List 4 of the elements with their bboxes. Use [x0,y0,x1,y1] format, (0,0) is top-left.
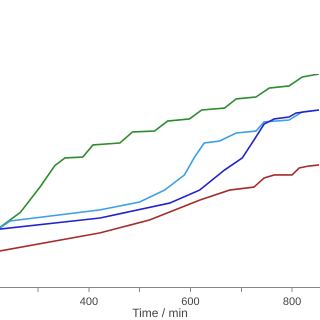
x-tick-label: 600 [181,296,200,308]
x-tick-label: 800 [282,296,302,308]
x-axis-title: Time / min [132,306,188,320]
x-tick-label: 400 [80,296,98,308]
